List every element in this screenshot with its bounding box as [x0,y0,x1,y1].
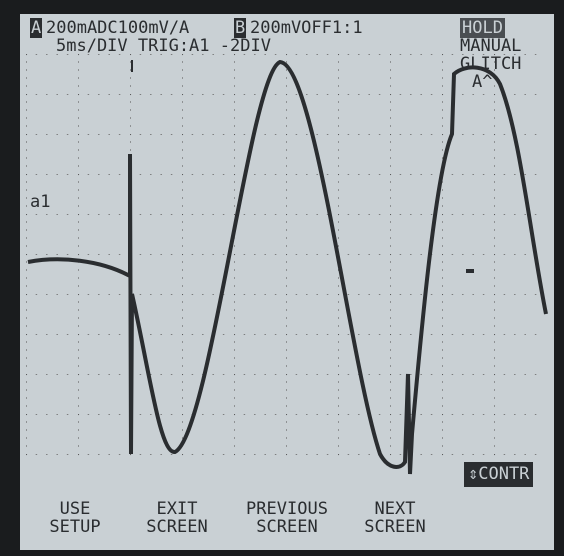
mode-glitch: GLITCH [460,56,521,73]
hold-status: HOLD [460,20,505,37]
softkey-line: EXIT [122,500,232,518]
softkey-line: SCREEN [122,518,232,536]
softkey-line: SCREEN [232,518,342,536]
cursor-marker [466,269,474,273]
softkey-line: PREVIOUS [232,500,342,518]
contrast-button[interactable]: ⇕CONTR [464,462,533,487]
softkey-line: NEXT [340,500,450,518]
channel-a-setting: 200mADC100mV/A [46,20,189,37]
trace-label: a1 [30,194,50,211]
channel-b-setting: 200mVOFF1:1 [250,20,363,37]
device-frame: A 200mADC100mV/A B 200mVOFF1:1 HOLD 5ms/… [0,0,564,556]
softkey-line: SCREEN [340,518,450,536]
grid [26,54,546,458]
scope-screen: A 200mADC100mV/A B 200mVOFF1:1 HOLD 5ms/… [20,14,554,550]
mode-trigger: A^ [472,74,492,91]
channel-a-badge: A [30,20,42,37]
softkey-line: SETUP [20,518,130,536]
channel-b-badge: B [234,20,246,37]
mode-manual: MANUAL [460,38,521,55]
timebase: 5ms/DIV TRIG:A1 -2DIV [56,38,271,55]
softkey-line: USE [20,500,130,518]
